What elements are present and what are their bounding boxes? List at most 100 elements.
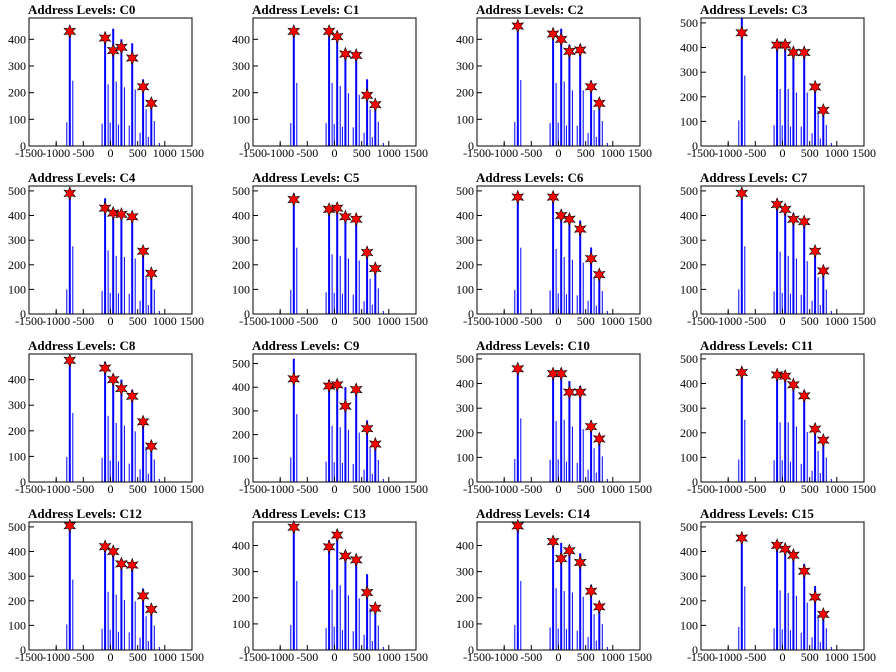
x-tick-label: -1000 [490, 482, 518, 496]
x-tick-label: 1000 [377, 314, 401, 328]
bar [68, 356, 71, 482]
peak-marker [144, 266, 158, 281]
chart-title: Address Levels: C7 [700, 170, 808, 185]
chart-panel: Address Levels: C50100200300400500-1500-… [232, 170, 428, 328]
peak-marker [287, 519, 301, 535]
x-tick-label: -500 [72, 650, 94, 664]
bar [374, 267, 377, 314]
peak-marker [808, 589, 822, 605]
peak-marker [330, 377, 344, 393]
x-tick-label: 1500 [628, 314, 652, 328]
peak-marker [114, 556, 128, 572]
bar [740, 534, 743, 650]
peak-marker [338, 209, 352, 225]
y-tick-label: 200 [8, 594, 26, 608]
peak-marker [584, 79, 598, 95]
x-tick-label: 500 [129, 482, 147, 496]
bar [792, 381, 795, 482]
y-tick-label: 400 [456, 539, 474, 553]
peak-marker [546, 534, 560, 549]
y-tick-label: 400 [456, 377, 474, 391]
peak-marker [735, 365, 749, 380]
peak-marker [573, 42, 587, 58]
chart-title: Address Levels: C10 [476, 338, 590, 353]
y-tick-label: 500 [680, 520, 698, 534]
bar [776, 42, 779, 146]
x-tick-label: -1500 [15, 650, 43, 664]
y-tick-label: 100 [8, 618, 26, 632]
x-tick-label: 1500 [852, 650, 876, 664]
peak-marker [797, 563, 811, 579]
bar [344, 213, 347, 314]
y-tick-label: 0 [20, 139, 26, 153]
bar [784, 42, 787, 146]
peak-marker [125, 50, 139, 66]
peak-marker [349, 47, 363, 63]
x-tick-label: 1000 [377, 146, 401, 160]
y-tick-label: 100 [680, 282, 698, 296]
y-tick-label: 200 [232, 591, 250, 605]
bar [292, 524, 295, 650]
peak-marker [63, 518, 77, 534]
peak-marker [797, 214, 811, 230]
x-tick-label: -500 [296, 314, 318, 328]
y-tick-label: 100 [456, 617, 474, 631]
bar [740, 368, 743, 482]
peak-marker [816, 263, 830, 279]
bar [150, 441, 153, 482]
y-tick-label: 400 [680, 41, 698, 55]
bar [784, 373, 787, 482]
x-tick-label: 1000 [825, 482, 849, 496]
chart-panel: Address Levels: C1 0 100 200 300 400 -1500 -100… [232, 2, 428, 160]
x-tick-label: 0 [108, 482, 114, 496]
peak-marker [778, 37, 792, 53]
x-tick-label: -500 [72, 482, 94, 496]
x-tick-label: 0 [332, 146, 338, 160]
bar [776, 373, 779, 482]
chart-title: Address Levels: C12 [28, 506, 142, 521]
bar [598, 272, 601, 314]
peak-marker [573, 384, 587, 400]
chart-panel: Address Levels: C13 0 100 200 300 400 -1500 -10… [232, 506, 428, 664]
x-tick-label: 0 [556, 482, 562, 496]
y-tick-label: 400 [456, 209, 474, 223]
bar [552, 31, 555, 146]
x-tick-label: -500 [520, 650, 542, 664]
y-tick-label: 400 [232, 32, 250, 46]
bar [803, 48, 806, 146]
peak-marker [287, 192, 301, 207]
bar [68, 27, 71, 146]
peak-marker [136, 588, 150, 604]
bar [344, 50, 347, 146]
x-tick-label: -500 [744, 146, 766, 160]
bar [552, 195, 555, 314]
peak-marker [63, 23, 77, 39]
y-tick-label: 100 [8, 449, 26, 463]
bar [131, 213, 134, 314]
peak-marker [778, 368, 792, 384]
bar [131, 43, 134, 146]
x-tick-label: 0 [556, 314, 562, 328]
peak-marker [287, 371, 301, 387]
x-tick-label: -1000 [42, 314, 70, 328]
x-tick-label: -1000 [714, 650, 742, 664]
x-tick-label: 1000 [825, 650, 849, 664]
peak-marker [106, 372, 120, 387]
bar [803, 390, 806, 482]
x-tick-label: 0 [780, 314, 786, 328]
y-tick-label: 500 [232, 357, 250, 371]
x-tick-label: -500 [72, 146, 94, 160]
peak-marker [511, 518, 525, 534]
bar [355, 52, 358, 147]
bar [374, 441, 377, 482]
peak-marker [368, 600, 382, 616]
peak-marker [98, 360, 112, 376]
peak-marker [808, 421, 822, 437]
peak-marker [125, 557, 139, 573]
x-tick-label: -1000 [266, 314, 294, 328]
x-tick-label: 1500 [180, 146, 204, 160]
peak-marker [778, 202, 792, 217]
x-tick-label: 500 [129, 314, 147, 328]
bar [803, 218, 806, 314]
